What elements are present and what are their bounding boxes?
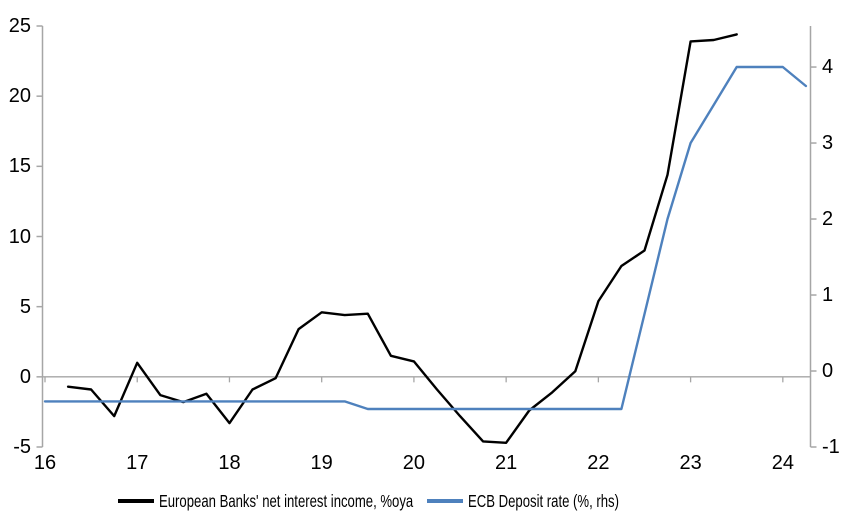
y-right-tick-label: 3 (822, 132, 834, 155)
x-tick-label: 17 (126, 452, 149, 474)
x-tick-label: 21 (495, 452, 518, 474)
legend-label-ecb-deposit-rate: ECB Deposit rate (%, rhs) (468, 491, 619, 511)
x-tick-label: 16 (33, 452, 57, 474)
legend-item-net-interest-income: European Banks' net interest income, %oy… (118, 491, 498, 511)
x-tick-label: 20 (402, 452, 426, 474)
y-left-tick-label: 20 (8, 85, 31, 108)
y-left-tick-label: 10 (8, 225, 31, 248)
y-right-tick-label: -1 (822, 436, 840, 458)
x-tick-label: 22 (587, 452, 610, 474)
y-right-tick-label: 4 (822, 56, 834, 79)
y-right-tick-label: 2 (822, 208, 834, 231)
x-tick-label: 18 (218, 452, 241, 474)
legend-item-ecb-deposit-rate: ECB Deposit rate (%, rhs) (427, 491, 669, 511)
series-line-net-interest-income (66, 33, 738, 444)
y-right-tick-label: 1 (822, 284, 834, 306)
y-left-tick-label: 15 (8, 155, 31, 178)
y-right-tick-label: 0 (822, 360, 834, 382)
y-left-tick-label: 0 (19, 365, 31, 388)
series-lines (43, 33, 808, 444)
legend-line-swatch-blue (427, 499, 463, 503)
x-tick-label: 23 (679, 452, 702, 474)
y-left-tick-label: 5 (19, 295, 31, 318)
series-line-ecb-deposit-rate (43, 65, 808, 411)
x-tick-label: 24 (771, 452, 794, 474)
y-left-tick-label: 25 (8, 15, 31, 37)
legend-label-net-interest-income: European Banks' net interest income, %oy… (159, 491, 414, 511)
y-left-tick-label: -5 (13, 436, 31, 458)
legend-line-swatch-black (118, 499, 154, 503)
x-tick-label: 19 (310, 452, 333, 474)
